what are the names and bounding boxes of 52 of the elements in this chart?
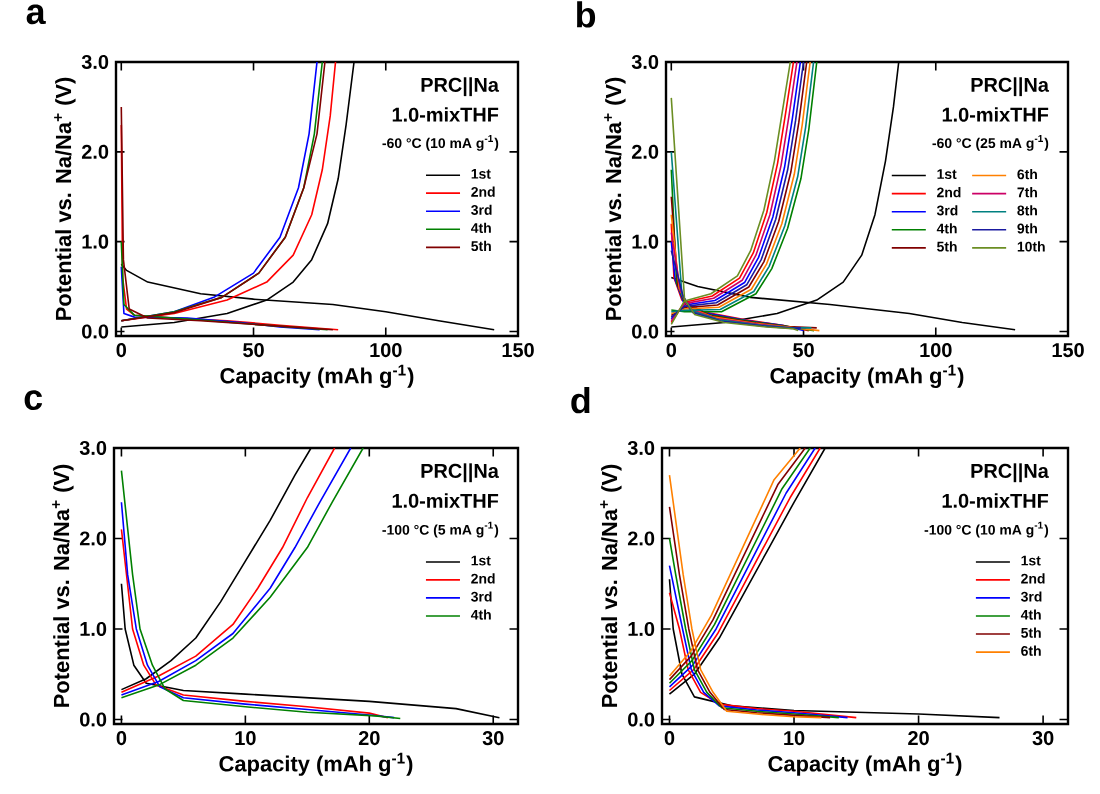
annotation: PRC||Na	[421, 463, 499, 483]
x-axis-title: Capacity (mAh g$^{-1}$)	[770, 364, 964, 388]
annotation: PRC||Na	[421, 77, 500, 97]
x-tick-label: 0	[116, 343, 127, 358]
y-tick-label: 0.0	[628, 712, 655, 727]
chart-title: a	[26, 4, 46, 25]
x-tick-label: 0	[664, 731, 675, 746]
y-tick-label: 3.0	[79, 440, 107, 456]
x-tick-label: 30	[1032, 731, 1054, 746]
y-tick-label: 2.0	[627, 531, 655, 546]
y-tick-label: 0.0	[632, 324, 659, 339]
x-tick-label: 20	[358, 731, 380, 746]
annotation: 1.0-mixTHF	[942, 107, 1049, 122]
chart-title: d	[571, 386, 590, 414]
annotation: 1.0-mixTHF	[942, 493, 1049, 508]
y-tick-label: 0.0	[82, 324, 109, 339]
x-tick-label: 100	[370, 343, 402, 358]
x-tick-label: 0	[116, 731, 127, 746]
x-tick-label: 10	[784, 731, 805, 746]
y-axis-title: Potential vs. Na/Na$^{+}$ (V)	[604, 77, 626, 320]
y-axis-title: Potential vs. Na/Na$^{+}$ (V)	[52, 464, 74, 707]
x-tick-label: 30	[482, 731, 504, 746]
y-tick-label: 1.0	[80, 621, 107, 637]
x-tick-label: 20	[908, 731, 929, 746]
x-tick-label: 0	[666, 343, 677, 358]
y-tick-label: 3.0	[81, 54, 109, 70]
x-axis-title: Capacity (mAh g$^{-1}$)	[219, 752, 413, 776]
annotation: PRC||Na	[971, 77, 1050, 97]
x-tick-label: 10	[235, 731, 256, 746]
annotation: 1.0-mixTHF	[392, 493, 499, 508]
x-tick-label: 100	[920, 343, 952, 358]
y-tick-label: 1.0	[628, 621, 655, 637]
y-axis-title: Potential vs. Na/Na$^{+}$ (V)	[600, 464, 622, 707]
y-tick-label: 2.0	[631, 144, 659, 159]
y-tick-label: 1.0	[632, 234, 659, 249]
x-tick-label: 50	[243, 343, 264, 358]
x-tick-label: 150	[502, 343, 534, 358]
chart-title: c	[24, 390, 43, 410]
y-tick-label: 3.0	[631, 54, 659, 70]
y-tick-label: 1.0	[82, 234, 109, 249]
y-tick-label: 0.0	[80, 712, 107, 727]
annotation: PRC||Na	[971, 463, 1049, 483]
y-tick-label: 2.0	[79, 531, 107, 546]
y-tick-label: 3.0	[627, 440, 655, 456]
y-tick-label: 2.0	[81, 144, 109, 159]
x-tick-label: 150	[1052, 343, 1084, 358]
annotation: 1.0-mixTHF	[392, 107, 499, 122]
x-axis-title: Capacity (mAh g$^{-1}$)	[220, 364, 414, 388]
chart-title: b	[577, 1, 596, 28]
x-axis-title: Capacity (mAh g$^{-1}$)	[768, 752, 962, 776]
x-tick-label: 50	[793, 343, 814, 358]
y-axis-title: Potential vs. Na/Na$^{+}$ (V)	[54, 77, 76, 320]
